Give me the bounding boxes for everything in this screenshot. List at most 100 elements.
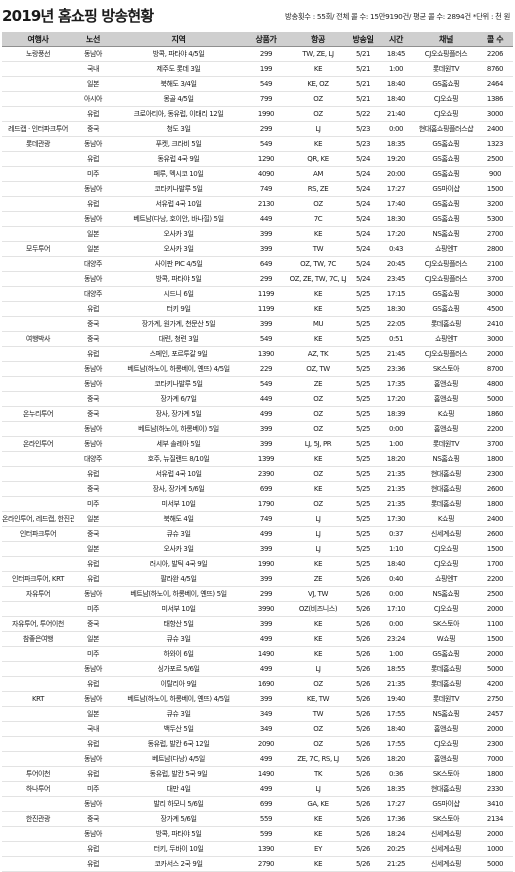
cell-time: 17:27 [377, 796, 415, 812]
cell-calls: 5300 [477, 211, 513, 227]
cell-channel: CJ오쇼핑 [415, 106, 477, 122]
table-row: 온라인투어, 레드캡, 한진관광 일본 북해도 4일 749 LJ 5/25 17:30 K쇼… [2, 511, 513, 527]
cell-calls: 1500 [477, 541, 513, 557]
cell-route: 미주 [74, 601, 112, 617]
column-header-calls: 콜 수 [477, 32, 513, 47]
cell-price: 649 [245, 256, 287, 272]
cell-date: 5/24 [349, 256, 377, 272]
table-row: 동남아 발리 하모니 5/6일 699 GA, KE 5/26 17:27 GS마이샵 341… [2, 796, 513, 812]
cell-airline: KE [287, 136, 349, 152]
company-name: 한진관광 [25, 814, 51, 823]
cell-company: KRT [2, 691, 74, 707]
cell-time: 0:00 [377, 421, 415, 437]
cell-date: 5/24 [349, 151, 377, 167]
cell-region: 베트남(하노이, 하롱베이, 옌뜨) 4/5일 [112, 691, 245, 707]
cell-route: 일본 [74, 226, 112, 242]
cell-channel: 롯데홈쇼핑 [415, 661, 477, 677]
table-row: 일본 큐슈 3일 349 TW 5/26 17:55 NS홈쇼핑 2457 [2, 706, 513, 722]
cell-airline: KE [287, 616, 349, 632]
cell-airline: LJ [287, 541, 349, 557]
table-row: 유럽 서유럽 4국 10일 2390 OZ 5/25 21:35 현대홈쇼핑 2300 [2, 466, 513, 482]
cell-channel: 현대홈쇼핑 [415, 481, 477, 497]
cell-airline: KE [287, 631, 349, 647]
cell-company [2, 826, 74, 842]
cell-company [2, 361, 74, 377]
cell-company [2, 91, 74, 107]
cell-date: 5/25 [349, 421, 377, 437]
cell-company [2, 796, 74, 812]
cell-company [2, 856, 74, 872]
cell-airline: OZ [287, 196, 349, 212]
company-name: 투어이천 [25, 769, 51, 778]
cell-date: 5/26 [349, 571, 377, 587]
cell-calls: 2800 [477, 241, 513, 257]
cell-price: 349 [245, 706, 287, 722]
cell-calls: 2400 [477, 121, 513, 137]
cell-channel: 홈앤쇼핑 [415, 391, 477, 407]
cell-airline: TK [287, 766, 349, 782]
cell-company [2, 76, 74, 92]
cell-route: 대양주 [74, 256, 112, 272]
broadcast-table: 여행사 노선 지역 상품가 항공 방송일 시간 채널 콜 수 노랑풍선 동남아 방콕… [2, 32, 513, 872]
column-header-airline: 항공 [287, 32, 349, 47]
cell-channel: NS홈쇼핑 [415, 706, 477, 722]
cell-time: 23:36 [377, 361, 415, 377]
cell-calls: 3000 [477, 286, 513, 302]
cell-region: 청도 3일 [112, 121, 245, 137]
cell-channel: SK스토아 [415, 616, 477, 632]
table-row: 투어이천 유럽 동유럽, 발칸 5국 9일 1490 TK 5/26 0:36 SK스토아 18… [2, 766, 513, 782]
cell-route: 중국 [74, 331, 112, 347]
cell-airline: KE [287, 301, 349, 317]
cell-company [2, 61, 74, 77]
cell-company [2, 676, 74, 692]
cell-company [2, 151, 74, 167]
column-header-company: 여행사 [2, 32, 74, 47]
cell-airline: TW, ZE, LJ [287, 46, 349, 62]
column-header-price: 상품가 [245, 32, 287, 47]
cell-company: 투어이천 [2, 766, 74, 782]
cell-company: 온라인투어, 레드캡, 한진관광 [2, 511, 74, 527]
cell-time: 1:00 [377, 646, 415, 662]
cell-region: 푸켓, 크라비 5일 [112, 136, 245, 152]
cell-company: 자유투어 [2, 586, 74, 602]
company-name: 레드캡 · 인터파크투어 [8, 124, 68, 133]
table-row: 레드캡 · 인터파크투어 중국 청도 3일 299 LJ 5/23 0:00 현대홈쇼핑플러스… [2, 121, 513, 137]
company-name: 자유투어 [25, 589, 51, 598]
table-row: 미주 페루, 멕시코 10일 4090 AM 5/24 20:00 GS홈쇼핑 900 [2, 166, 513, 182]
cell-company [2, 601, 74, 617]
cell-date: 5/25 [349, 436, 377, 452]
cell-time: 1:10 [377, 541, 415, 557]
cell-date: 5/24 [349, 241, 377, 257]
cell-calls: 900 [477, 166, 513, 182]
cell-airline: QR, KE [287, 151, 349, 167]
cell-date: 5/25 [349, 511, 377, 527]
cell-route: 유럽 [74, 196, 112, 212]
cell-time: 0:43 [377, 241, 415, 257]
cell-time: 21:35 [377, 481, 415, 497]
cell-time: 17:55 [377, 706, 415, 722]
table-row: 아시아 몽골 4/5일 799 OZ 5/21 18:40 CJ오쇼핑 1386 [2, 91, 513, 107]
cell-channel: GS홈쇼핑 [415, 76, 477, 92]
cell-airline: KE, OZ [287, 76, 349, 92]
cell-route: 동남아 [74, 751, 112, 767]
cell-calls: 2000 [477, 346, 513, 362]
table-row: 동남아 방콕, 파타야 5일 599 KE 5/26 18:24 신세계쇼핑 2000 [2, 826, 513, 842]
table-row: 동남아 베트남(하노이, 하롱베이, 옌뜨) 4/5일 229 OZ, TW 5/25 2… [2, 361, 513, 377]
cell-company [2, 166, 74, 182]
cell-calls: 7000 [477, 751, 513, 767]
cell-company [2, 706, 74, 722]
cell-route: 동남아 [74, 661, 112, 677]
cell-route: 일본 [74, 706, 112, 722]
cell-channel: 쇼핑엔T [415, 571, 477, 587]
cell-time: 21:40 [377, 106, 415, 122]
cell-company [2, 256, 74, 272]
table-row: 하나투어 미주 대만 4일 499 LJ 5/26 18:35 현대홈쇼핑 2330 [2, 781, 513, 797]
table-row: 일본 오사카 3일 399 LJ 5/25 1:10 CJ오쇼핑 1500 [2, 541, 513, 557]
cell-route: 중국 [74, 811, 112, 827]
cell-channel: W쇼핑 [415, 631, 477, 647]
cell-company: 롯데관광 [2, 136, 74, 152]
cell-price: 549 [245, 136, 287, 152]
cell-price: 1399 [245, 451, 287, 467]
cell-price: 499 [245, 526, 287, 542]
cell-calls: 1386 [477, 91, 513, 107]
